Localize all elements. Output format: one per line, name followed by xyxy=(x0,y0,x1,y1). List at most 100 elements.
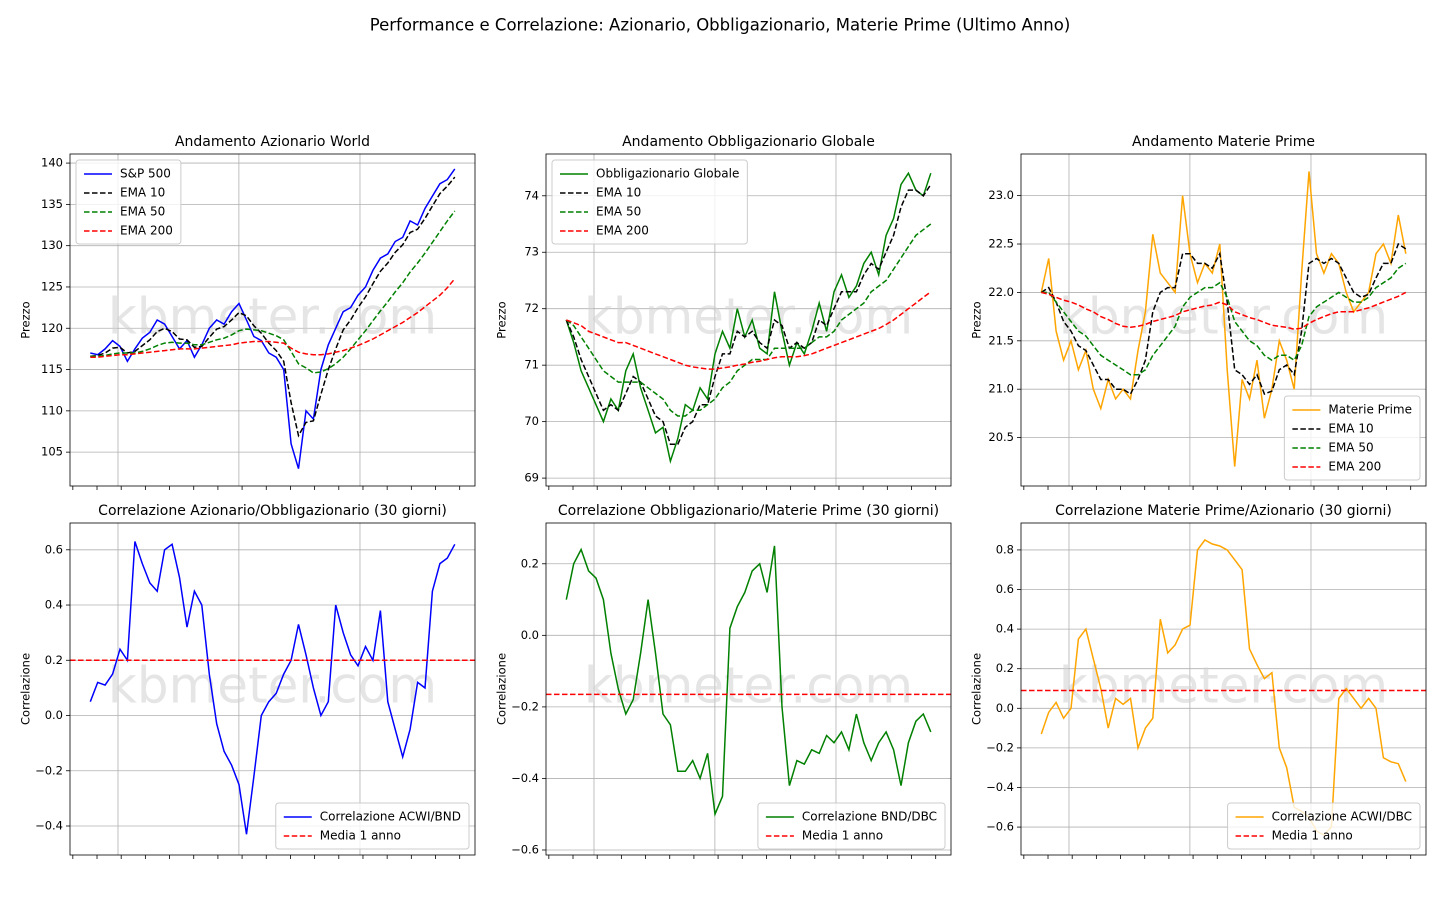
y-tick-label: 0.4 xyxy=(45,598,63,612)
y-tick-label: 125 xyxy=(41,279,63,293)
y-tick-label: 0.2 xyxy=(45,653,63,667)
series-line xyxy=(565,184,932,445)
legend-box xyxy=(1283,395,1421,481)
y-axis-label: Prezzo xyxy=(970,301,984,338)
y-tick-label: 115 xyxy=(41,362,63,376)
legend-label: EMA 50 xyxy=(120,205,165,219)
legend-label: Correlazione ACWI/DBC xyxy=(1272,810,1412,824)
chart-title: Correlazione Materie Prime/Azionario (30… xyxy=(1055,503,1392,519)
chart-title: Correlazione Azionario/Obbligazionario (… xyxy=(98,503,447,519)
series-line xyxy=(565,545,932,818)
legend-label: EMA 50 xyxy=(596,205,641,219)
series-line xyxy=(1041,291,1407,330)
series-line xyxy=(90,278,456,358)
y-tick-label: 21.5 xyxy=(988,333,1014,347)
legend-box xyxy=(757,802,946,850)
y-tick-label: −0.2 xyxy=(35,763,63,777)
y-tick-label: −0.6 xyxy=(511,842,539,856)
y-tick-label: 110 xyxy=(41,403,63,417)
series-line xyxy=(1041,262,1407,376)
y-tick-label: 20.5 xyxy=(988,430,1014,444)
legend: Correlazione ACWI/DBC Media 1 anno xyxy=(1227,802,1421,850)
legend-label: EMA 200 xyxy=(1328,460,1381,474)
y-tick-label: 0.0 xyxy=(45,708,63,722)
legend-box xyxy=(1227,802,1421,850)
legend-label: Correlazione BND/DBC xyxy=(802,810,937,824)
series-line xyxy=(565,223,932,417)
legend-label: EMA 10 xyxy=(120,186,165,200)
y-tick-label: 0.2 xyxy=(521,556,539,570)
y-tick-label: 74 xyxy=(524,188,539,202)
chart-title: Andamento Materie Prime xyxy=(1132,134,1315,150)
y-tick-label: 69 xyxy=(524,471,539,485)
legend-label: Materie Prime xyxy=(1328,403,1412,417)
y-tick-label: 72 xyxy=(524,301,539,315)
series-line xyxy=(565,171,932,465)
legend-label: S&P 500 xyxy=(120,167,171,181)
legend-label: EMA 10 xyxy=(596,186,641,200)
legend-box xyxy=(275,802,470,850)
y-tick-label: 70 xyxy=(524,414,539,428)
series-line xyxy=(1040,171,1407,467)
y-tick-label: −0.2 xyxy=(986,740,1014,754)
y-tick-label: 22.5 xyxy=(988,237,1014,251)
y-tick-label: 0.0 xyxy=(521,628,539,642)
y-axis-label: Prezzo xyxy=(19,301,33,338)
y-tick-label: 71 xyxy=(524,358,539,372)
y-tick-label: 0.4 xyxy=(996,622,1014,636)
y-tick-label: 73 xyxy=(524,245,539,259)
y-tick-label: 130 xyxy=(41,238,63,252)
y-tick-label: −0.4 xyxy=(511,771,539,785)
legend-label: EMA 200 xyxy=(596,224,649,238)
watermark: kbmeter.com xyxy=(584,288,913,346)
y-axis-label: Correlazione xyxy=(495,653,509,725)
y-tick-label: 120 xyxy=(41,321,63,335)
y-tick-label: 135 xyxy=(41,197,63,211)
legend-label: Media 1 anno xyxy=(802,829,883,843)
series-line xyxy=(566,291,932,370)
y-tick-label: 0.2 xyxy=(996,661,1014,675)
chart-title: Andamento Obbligazionario Globale xyxy=(622,134,875,150)
legend-label: EMA 200 xyxy=(120,224,173,238)
y-tick-label: 0.0 xyxy=(996,701,1014,715)
legend: Obbligazionario Globale EMA 10 EMA 50 EMA 2… xyxy=(551,159,748,245)
legend: Materie Prime EMA 10 EMA 50 EMA 200 xyxy=(1283,395,1421,481)
legend-box xyxy=(75,159,182,245)
figure-title: Performance e Correlazione: Azionario, O… xyxy=(370,16,1071,35)
y-tick-label: 23.0 xyxy=(988,188,1014,202)
y-axis-label: Prezzo xyxy=(495,301,509,338)
legend-label: Correlazione ACWI/BND xyxy=(320,810,461,824)
legend-box xyxy=(551,159,748,245)
legend-label: EMA 50 xyxy=(1328,441,1373,455)
axes-frame xyxy=(69,522,476,856)
legend: Correlazione BND/DBC Media 1 anno xyxy=(757,802,946,850)
y-tick-label: 22.0 xyxy=(988,285,1014,299)
series-line xyxy=(90,176,456,438)
legend-label: EMA 10 xyxy=(1328,422,1373,436)
y-tick-label: 21.0 xyxy=(988,382,1014,396)
y-tick-label: −0.4 xyxy=(986,780,1014,794)
legend: S&P 500 EMA 10 EMA 50 EMA 200 xyxy=(75,159,182,245)
y-tick-label: 0.8 xyxy=(996,542,1014,556)
watermark: kbmeter.com xyxy=(584,657,913,715)
y-tick-label: −0.4 xyxy=(35,818,63,832)
chart-title: Correlazione Obbligazionario/Materie Pri… xyxy=(558,503,939,519)
y-tick-label: 105 xyxy=(41,445,63,459)
y-tick-label: 0.6 xyxy=(45,542,63,556)
legend-label: Media 1 anno xyxy=(1272,829,1353,843)
legend-label: Media 1 anno xyxy=(320,829,401,843)
axes-frame xyxy=(1020,153,1427,487)
watermark: kbmeter.com xyxy=(108,288,437,346)
axes-frame xyxy=(1020,522,1427,856)
y-tick-label: 0.6 xyxy=(996,582,1014,596)
series-line xyxy=(90,168,456,469)
series-line xyxy=(90,210,456,374)
series-line xyxy=(89,541,456,835)
series-line xyxy=(1040,242,1407,396)
axes-frame xyxy=(545,522,952,856)
watermark: kbmeter.com xyxy=(108,657,437,715)
legend: Correlazione ACWI/BND Media 1 anno xyxy=(275,802,470,850)
y-axis-label: Correlazione xyxy=(19,653,33,725)
